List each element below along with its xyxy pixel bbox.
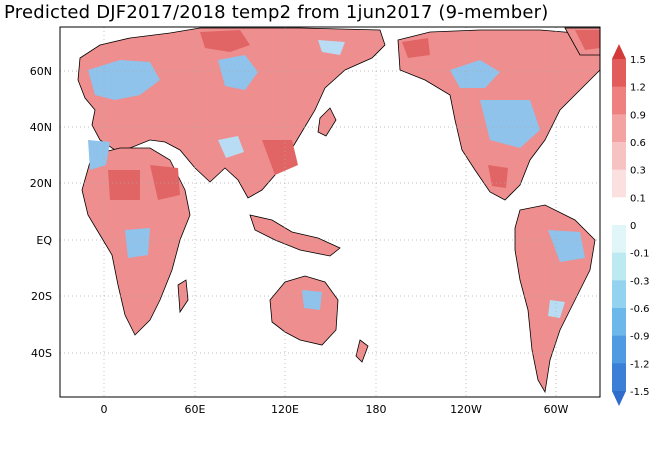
colorbar-level-label: 0 [630, 221, 636, 232]
europe-cool-patch [88, 60, 160, 100]
colorbar-swatch [612, 86, 626, 115]
lat-label-20s: 20S [31, 290, 52, 303]
colorbar-swatch [612, 59, 626, 88]
colorbar-level-label: -0.3 [630, 276, 650, 287]
colorbar-swatch [612, 363, 626, 392]
siberia-cool-patch [218, 55, 258, 90]
japan-land [317, 107, 337, 137]
canada-cool-patch [450, 60, 500, 88]
south-america-cool-patch [548, 230, 585, 262]
new-zealand-land [355, 339, 369, 363]
greenland-warm-patch [575, 30, 600, 50]
lon-label-0: 0 [101, 403, 108, 416]
colorbar-swatch [612, 280, 626, 309]
colorbar-swatch [612, 142, 626, 171]
lat-label-40n: 40N [30, 121, 52, 134]
lon-label-60w: 60W [544, 403, 569, 416]
central-america-warm-patch [488, 165, 508, 188]
lon-labels: 0 60E 120E 180 120W 60W [101, 403, 569, 416]
siberia-warm-patch [200, 30, 250, 52]
lat-label-40s: 40S [31, 347, 52, 360]
colorbar-level-label: 0.3 [630, 166, 646, 177]
colorbar-swatch [612, 197, 626, 226]
central-asia-cool-patch [218, 136, 244, 158]
colorbar-level-label: -1.5 [630, 387, 650, 398]
sahara-warm-patch [108, 170, 140, 200]
colorbar-level-label: 1.5 [630, 55, 646, 66]
brazil-cool-patch [548, 300, 565, 318]
colorbar-level-label: -0.9 [630, 332, 650, 343]
colorbar-swatch [612, 169, 626, 198]
colorbar-swatch [612, 114, 626, 143]
colorbar-level-label: -0.1 [630, 249, 650, 260]
colorbar-swatch [612, 335, 626, 364]
colorbar-level-label: 0.9 [630, 110, 646, 121]
lat-label-eq: EQ [36, 234, 52, 247]
west-africa-cool-patch [88, 140, 110, 170]
australia-cool-patch [302, 290, 322, 310]
colorbar-swatch [612, 308, 626, 337]
warm-anomalies [108, 30, 600, 200]
graticule [60, 27, 600, 397]
colorbar-level-label: -0.6 [630, 304, 650, 315]
arabia-warm-patch [150, 165, 180, 200]
lon-label-180: 180 [366, 403, 387, 416]
central-africa-cool-patch [125, 228, 150, 258]
map-title: Predicted DJF2017/2018 temp2 from 1jun20… [4, 2, 549, 23]
madagascar-land [177, 279, 189, 314]
lat-label-60n: 60N [30, 65, 52, 78]
colorbar-level-label: 0.1 [630, 193, 646, 204]
colorbar-level-label: 0.6 [630, 138, 646, 149]
china-warm-patch [262, 140, 298, 175]
colorbar-level-label: 1.2 [630, 83, 646, 94]
lon-label-120w: 120W [450, 403, 482, 416]
colorbar-level-label: -1.2 [630, 359, 650, 370]
colorbar-swatch [612, 252, 626, 281]
map-frame-outline [59, 26, 601, 398]
us-cool-patch [480, 100, 540, 148]
alaska-warm-patch [402, 38, 430, 58]
lon-label-60e: 60E [185, 403, 206, 416]
colorbar-swatch [612, 225, 626, 254]
cool-anomalies [88, 40, 585, 318]
colorbar: 1.5 1.2 0.9 0.6 0.3 0.1 0 -0.1 -0.3 -0.6 -0.9 -1.2 -… [612, 44, 650, 406]
colorbar-max-arrow [612, 44, 626, 59]
lat-label-20n: 20N [30, 177, 52, 190]
colorbar-min-arrow [612, 391, 626, 406]
maritime-asia-land [249, 214, 341, 257]
lon-label-120e: 120E [271, 403, 299, 416]
lat-labels: 60N 40N 20N EQ 20S 40S [30, 65, 53, 360]
eastern-siberia-cool-patch [318, 40, 345, 55]
